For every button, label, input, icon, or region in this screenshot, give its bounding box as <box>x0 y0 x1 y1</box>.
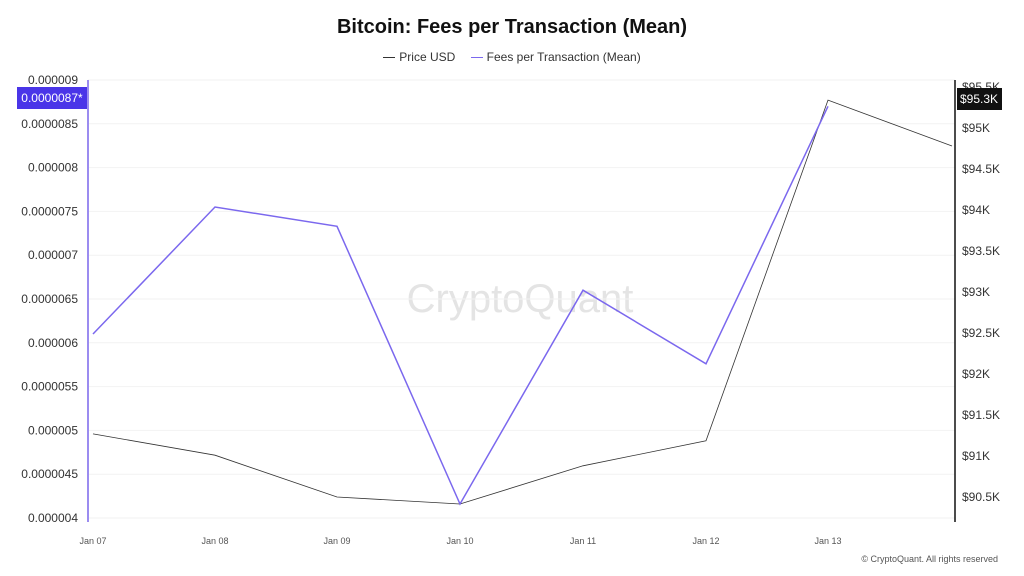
x-tick-label: Jan 07 <box>79 536 106 546</box>
right-tick-label: $90.5K <box>962 490 1000 504</box>
x-tick-label: Jan 11 <box>570 536 596 546</box>
right-tick-label: $95K <box>962 121 990 135</box>
right-tick-label: $93.5K <box>962 244 1000 258</box>
right-tick-label: $93K <box>962 285 990 299</box>
right-tick-label: $94K <box>962 203 990 217</box>
x-tick-label: Jan 10 <box>446 536 473 546</box>
left-tick-label: 0.0000065 <box>21 292 78 306</box>
right-tick-label: $92K <box>962 367 990 381</box>
legend-item-fees[interactable]: Fees per Transaction (Mean) <box>470 50 641 64</box>
x-tick-label: Jan 12 <box>692 536 719 546</box>
left-tick-label: 0.000007 <box>28 248 78 262</box>
left-tick-label: 0.0000075 <box>21 204 78 218</box>
legend-item-price[interactable]: Price USD <box>383 50 455 64</box>
right-highlight-label: $95.3K <box>960 92 998 106</box>
left-tick-label: 0.0000045 <box>21 467 78 481</box>
right-tick-label: $91K <box>962 449 990 463</box>
copyright: © CryptoQuant. All rights reserved <box>861 554 998 564</box>
series-line-fees <box>92 105 829 506</box>
left-highlight-label: 0.0000087* <box>21 91 83 105</box>
left-tick-label: 0.0000055 <box>21 380 78 394</box>
left-tick-label: 0.000006 <box>28 336 78 350</box>
series-line-price <box>92 99 953 505</box>
left-tick-label: 0.000005 <box>28 423 78 437</box>
chart-title: Bitcoin: Fees per Transaction (Mean) <box>336 16 688 38</box>
x-tick-label: Jan 08 <box>201 536 228 546</box>
right-highlight-badge <box>957 88 1002 110</box>
right-tick-label: $94.5K <box>962 162 1000 176</box>
right-tick-label: $92.5K <box>962 326 1000 340</box>
x-tick-label: Jan 13 <box>814 536 841 546</box>
legend: Price USD Fees per Transaction (Mean) <box>0 50 1024 64</box>
right-tick-label: $91.5K <box>962 408 1000 422</box>
left-highlight-badge <box>17 87 87 109</box>
left-tick-label: 0.000004 <box>28 511 78 525</box>
left-tick-label: 0.0000085 <box>21 117 78 131</box>
left-tick-label: 0.000008 <box>28 161 78 175</box>
x-tick-label: Jan 09 <box>323 536 350 546</box>
left-tick-label: 0.000009 <box>28 73 78 87</box>
